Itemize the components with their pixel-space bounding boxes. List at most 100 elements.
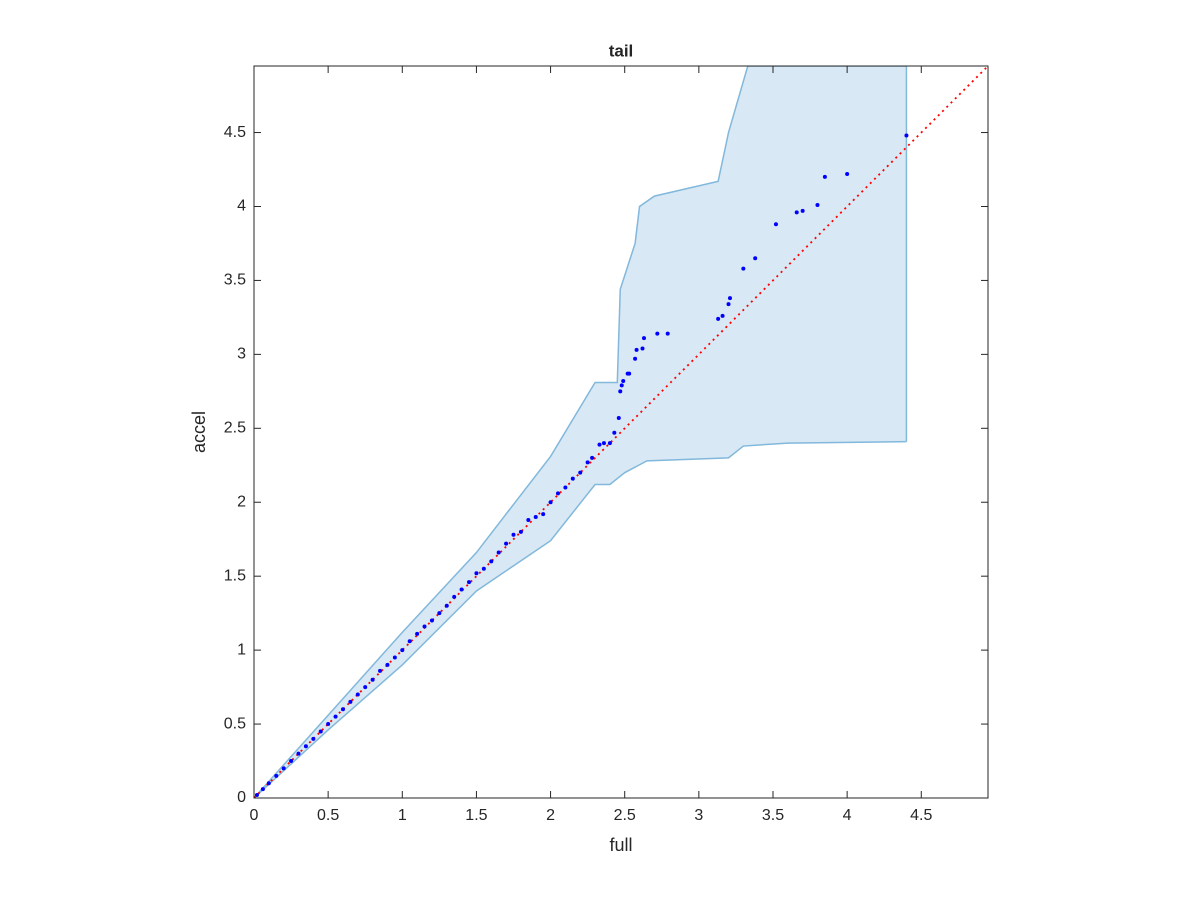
point (616, 415, 621, 420)
point (619, 383, 624, 388)
point (422, 624, 427, 629)
point (548, 500, 553, 505)
point (641, 336, 646, 341)
point (655, 331, 660, 336)
x-tick-label: 0 (250, 807, 259, 824)
point (266, 781, 271, 786)
point (597, 442, 602, 447)
y-axis-label: accel (189, 411, 209, 453)
point (489, 559, 494, 564)
x-tick-label: 0.5 (317, 807, 339, 824)
point (741, 266, 746, 271)
point (254, 793, 259, 798)
point (570, 476, 575, 481)
x-tick-label: 1.5 (465, 807, 487, 824)
point (585, 460, 590, 465)
point (504, 541, 509, 546)
point (726, 302, 731, 307)
y-tick-label: 1 (237, 641, 246, 658)
x-tick-label: 3.5 (762, 807, 784, 824)
point (340, 707, 345, 712)
point (363, 685, 368, 690)
y-tick-label: 3 (237, 346, 246, 363)
point (333, 714, 338, 719)
point (665, 331, 670, 336)
point (555, 491, 560, 496)
band-lower (254, 440, 907, 798)
y-tick-label: 4.5 (224, 124, 246, 141)
point (612, 430, 617, 435)
point (415, 631, 420, 636)
point (794, 210, 799, 215)
y-tick-label: 1.5 (224, 567, 246, 584)
y-tick-label: 3.5 (224, 272, 246, 289)
band-upper (254, 66, 907, 798)
y-tick-label: 2 (237, 493, 246, 510)
point (318, 729, 323, 734)
point (590, 455, 595, 460)
y-tick-label: 4 (237, 198, 246, 215)
x-tick-label: 3 (694, 807, 703, 824)
point (716, 316, 721, 321)
point (533, 515, 538, 520)
x-tick-label: 4.5 (910, 807, 932, 824)
point (481, 566, 486, 571)
point (526, 517, 531, 522)
axes-box (253, 65, 989, 799)
point (773, 222, 778, 227)
x-tick-label: 2 (546, 807, 555, 824)
point (303, 744, 308, 749)
point (904, 133, 909, 138)
point (727, 296, 732, 301)
point (563, 485, 568, 490)
axes: 0 0.5 1 1.5 2 2.5 3 3.5 4 4.5 0 0.5 1 1.5 2 2.5 3 3.5 4 4.5 (224, 65, 989, 824)
point (281, 766, 286, 771)
y-tick-label: 0 (237, 789, 246, 806)
chart-title: tail (609, 41, 634, 60)
y-tick-label: 0.5 (224, 715, 246, 732)
point (385, 662, 390, 667)
point (407, 639, 412, 644)
plot-area (254, 66, 988, 798)
point (607, 441, 612, 446)
point (444, 603, 449, 608)
point (511, 532, 516, 537)
point (326, 722, 331, 727)
point (815, 203, 820, 208)
point (452, 594, 457, 599)
point (634, 347, 639, 352)
point (621, 378, 626, 383)
point (720, 313, 725, 318)
point (800, 208, 805, 213)
x-tick-label: 1 (398, 807, 407, 824)
point (845, 171, 850, 176)
point (822, 174, 827, 179)
point (355, 692, 360, 697)
point (378, 668, 383, 673)
confidence-band (254, 66, 907, 798)
point (289, 759, 294, 764)
point (429, 618, 434, 623)
point (618, 389, 623, 394)
point (400, 648, 405, 653)
point (311, 736, 316, 741)
point (633, 356, 638, 361)
point (467, 580, 472, 585)
point (601, 441, 606, 446)
point (474, 571, 479, 576)
point (392, 655, 397, 660)
point (370, 677, 375, 682)
point (459, 587, 464, 592)
y-tick-label: 2.5 (224, 420, 246, 437)
point (753, 256, 758, 261)
point (578, 470, 583, 475)
point (296, 751, 301, 756)
point (260, 787, 265, 792)
point (437, 611, 442, 616)
point (274, 773, 279, 778)
point (627, 371, 632, 376)
point (348, 699, 353, 704)
x-axis-label: full (609, 835, 632, 855)
point (496, 550, 501, 555)
